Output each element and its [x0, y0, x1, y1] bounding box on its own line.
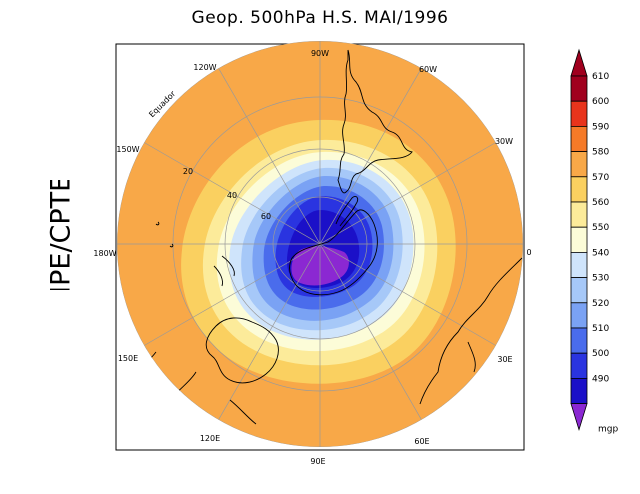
colorbar-label-510: 510	[592, 324, 609, 334]
colorbar-segment-540	[570, 251, 588, 278]
colorbar-segment-550	[570, 226, 588, 253]
lon-label-120e: 120E	[200, 434, 220, 443]
geopotential-contours	[117, 41, 523, 447]
colorbar-label-500: 500	[592, 349, 609, 359]
lon-label-30e: 30E	[497, 355, 512, 364]
colorbar-label-530: 530	[592, 274, 609, 284]
colorbar-label-570: 570	[592, 173, 609, 183]
lon-label-150e: 150E	[118, 354, 138, 363]
institution-label-text: INPE/CPTEC	[46, 180, 77, 290]
institution-label: INPE/CPTEC	[46, 180, 77, 290]
colorbar-label-550: 550	[592, 223, 609, 233]
colorbar-top-arrow	[570, 48, 588, 77]
colorbar-segment-570	[570, 176, 588, 203]
lon-label-0: 0	[526, 248, 531, 257]
colorbar-segment-600	[570, 100, 588, 127]
coast-antarctic-peninsula	[335, 195, 359, 227]
coast-pacific-islands	[155, 221, 174, 248]
colorbar: 610 600 590 580 570 560 550 540 530 520 510 500 490 m…	[570, 48, 618, 435]
colorbar-segment-610	[570, 75, 588, 102]
lon-label-90w: 90W	[311, 49, 329, 58]
colorbar-segment-510	[570, 327, 588, 354]
map-title: Geop. 500hPa H.S. MAI/1996	[191, 8, 449, 28]
coast-antarctica	[289, 209, 378, 296]
colorbar-label-560: 560	[592, 198, 609, 208]
colorbar-bottom-arrow	[570, 403, 588, 431]
coast-new-zealand	[213, 255, 235, 287]
lon-label-150w: 150W	[116, 145, 139, 154]
colorbar-segment-590	[570, 126, 588, 153]
colorbar-label-490: 490	[592, 374, 609, 384]
lon-label-60e: 60E	[414, 437, 429, 446]
colorbar-segment-560	[570, 201, 588, 228]
colorbar-label-600: 600	[592, 97, 609, 107]
colorbar-segment-500	[570, 352, 588, 379]
colorbar-segment-580	[570, 151, 588, 178]
lon-label-90e: 90E	[310, 457, 325, 466]
colorbar-segment-520	[570, 302, 588, 329]
lat-label-60: 60	[261, 212, 271, 221]
coast-south-america	[337, 49, 413, 194]
lon-label-120w: 120W	[193, 63, 216, 72]
lat-label-20: 20	[183, 167, 193, 176]
colorbar-label-520: 520	[592, 299, 609, 309]
coast-australia	[205, 317, 279, 384]
colorbar-label-590: 590	[592, 122, 609, 132]
colorbar-segment-530	[570, 277, 588, 304]
colorbar-unit: mgp	[598, 425, 618, 435]
colorbar-label-580: 580	[592, 148, 609, 158]
lon-label-60w: 60W	[419, 65, 437, 74]
lon-label-180w: 180W	[93, 249, 116, 258]
colorbar-label-610: 610	[592, 72, 609, 82]
lat-label-40: 40	[227, 191, 237, 200]
colorbar-label-540: 540	[592, 248, 609, 258]
colorbar-segment-490	[570, 377, 588, 404]
coast-africa	[419, 257, 523, 405]
lon-label-30w: 30W	[495, 137, 513, 146]
